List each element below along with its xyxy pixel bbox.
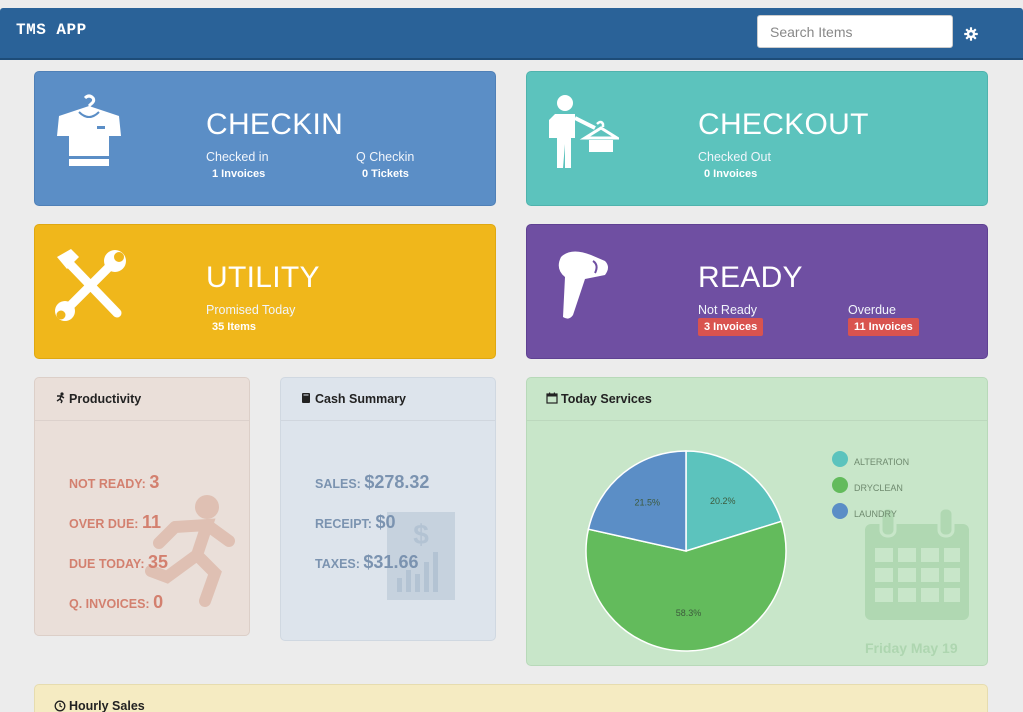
today-services-panel: Today Services 20.2% 58.3% 21.5% ALTERATIO…: [526, 377, 988, 666]
checkin-tile[interactable]: CHECKIN Checked in 1 Invoices Q Checkin …: [34, 71, 496, 206]
stat-value: 0: [153, 592, 164, 612]
running-man-watermark-icon: [145, 495, 235, 607]
search-input[interactable]: [757, 15, 953, 48]
running-man-icon: [56, 392, 65, 404]
pie-data-label: 21.5%: [634, 498, 660, 508]
clock-icon: [54, 700, 66, 712]
services-pie-chart: 20.2% 58.3% 21.5%: [585, 450, 787, 652]
checkout-tile[interactable]: CHECKOUT Checked Out 0 Invoices: [526, 71, 988, 206]
panel-header: Today Services: [527, 378, 987, 421]
legend-label: ALTERATION: [854, 457, 910, 467]
overdue-badge: 11 Invoices: [848, 318, 919, 336]
not-ready-badge: 3 Invoices: [698, 318, 764, 336]
checked-in-value: 1 Invoices: [212, 168, 266, 180]
pie-slice-dryclean[interactable]: [585, 520, 787, 652]
stat-value: 11: [141, 512, 161, 532]
pie-data-label: 20.2%: [710, 496, 736, 506]
pie-slice-laundry[interactable]: [587, 450, 687, 552]
q-checkin-label: Q Checkin: [356, 150, 415, 164]
stat-q-invoices: Q. INVOICES: 0: [69, 592, 163, 613]
stat-label: TAXES:: [315, 557, 360, 571]
not-ready-label: Not Ready: [698, 303, 758, 317]
today-date: Friday May 19: [865, 640, 958, 656]
stat-label: RECEIPT:: [315, 517, 372, 531]
tile-title: UTILITY: [206, 261, 320, 294]
calendar-icon: [546, 392, 558, 404]
stat-value: $31.66: [363, 552, 419, 572]
top-navbar: TMS APP: [0, 8, 1023, 60]
stat-label: NOT READY:: [69, 477, 146, 491]
money-report-watermark-icon: $: [387, 512, 455, 600]
pie-data-label: 58.3%: [676, 608, 702, 618]
person-hanger-icon: [549, 95, 619, 168]
stat-label: OVER DUE:: [69, 517, 139, 531]
stat-sales: SALES: $278.32: [315, 472, 429, 493]
stat-over-due: OVER DUE: 11: [69, 512, 161, 533]
barcode-scanner-icon: [558, 251, 608, 319]
tile-title: CHECKIN: [206, 108, 344, 141]
cash-summary-panel: Cash Summary $ SALES: $278.32 RECEIPT: $…: [280, 377, 496, 641]
stat-value: 3: [149, 472, 160, 492]
stat-not-ready: NOT READY: 3: [69, 472, 159, 493]
panel-title: Cash Summary: [315, 392, 407, 406]
tile-title: CHECKOUT: [698, 108, 869, 141]
stat-taxes: TAXES: $31.66: [315, 552, 418, 573]
panel-title: Productivity: [69, 392, 142, 406]
panel-title: Today Services: [561, 392, 652, 406]
gear-icon[interactable]: [963, 26, 979, 42]
app-brand[interactable]: TMS APP: [16, 21, 87, 39]
productivity-panel: Productivity NOT READY: 3 OVER DUE: 11 D…: [34, 377, 250, 636]
panel-title: Hourly Sales: [69, 699, 145, 712]
overdue-label: Overdue: [848, 303, 896, 317]
tools-icon: [55, 249, 126, 321]
legend-label: LAUNDRY: [854, 509, 897, 519]
ready-tile[interactable]: READY Not Ready 3 Invoices Overdue 11 In…: [526, 224, 988, 359]
stat-receipt: RECEIPT: $0: [315, 512, 395, 533]
promised-today-value: 35 Items: [212, 321, 257, 333]
shirt-icon: [57, 94, 121, 166]
panel-header: Cash Summary: [281, 378, 495, 421]
q-checkin-value: 0 Tickets: [362, 168, 409, 180]
legend-label: DRYCLEAN: [854, 483, 903, 493]
promised-today-label: Promised Today: [206, 303, 296, 317]
svg-text:$: $: [413, 519, 429, 550]
hourly-sales-panel: Hourly Sales: [34, 684, 988, 712]
stat-label: Q. INVOICES:: [69, 597, 150, 611]
legend-swatch: [832, 477, 848, 493]
tile-title: READY: [698, 261, 803, 294]
stat-value: $0: [375, 512, 396, 532]
stat-label: SALES:: [315, 477, 361, 491]
book-icon: [302, 393, 310, 403]
checked-in-label: Checked in: [206, 150, 269, 164]
checked-out-label: Checked Out: [698, 150, 771, 164]
checked-out-value: 0 Invoices: [704, 168, 758, 180]
calendar-watermark-icon: [865, 508, 969, 620]
legend-swatch: [832, 451, 848, 467]
legend-swatch: [832, 503, 848, 519]
stat-value: $278.32: [364, 472, 430, 492]
stat-due-today: DUE TODAY: 35: [69, 552, 168, 573]
panel-header: Productivity: [35, 378, 249, 421]
stat-value: 35: [147, 552, 168, 572]
utility-tile[interactable]: UTILITY Promised Today 35 Items: [34, 224, 496, 359]
pie-slice-alteration[interactable]: [685, 450, 783, 553]
stat-label: DUE TODAY:: [69, 557, 145, 571]
